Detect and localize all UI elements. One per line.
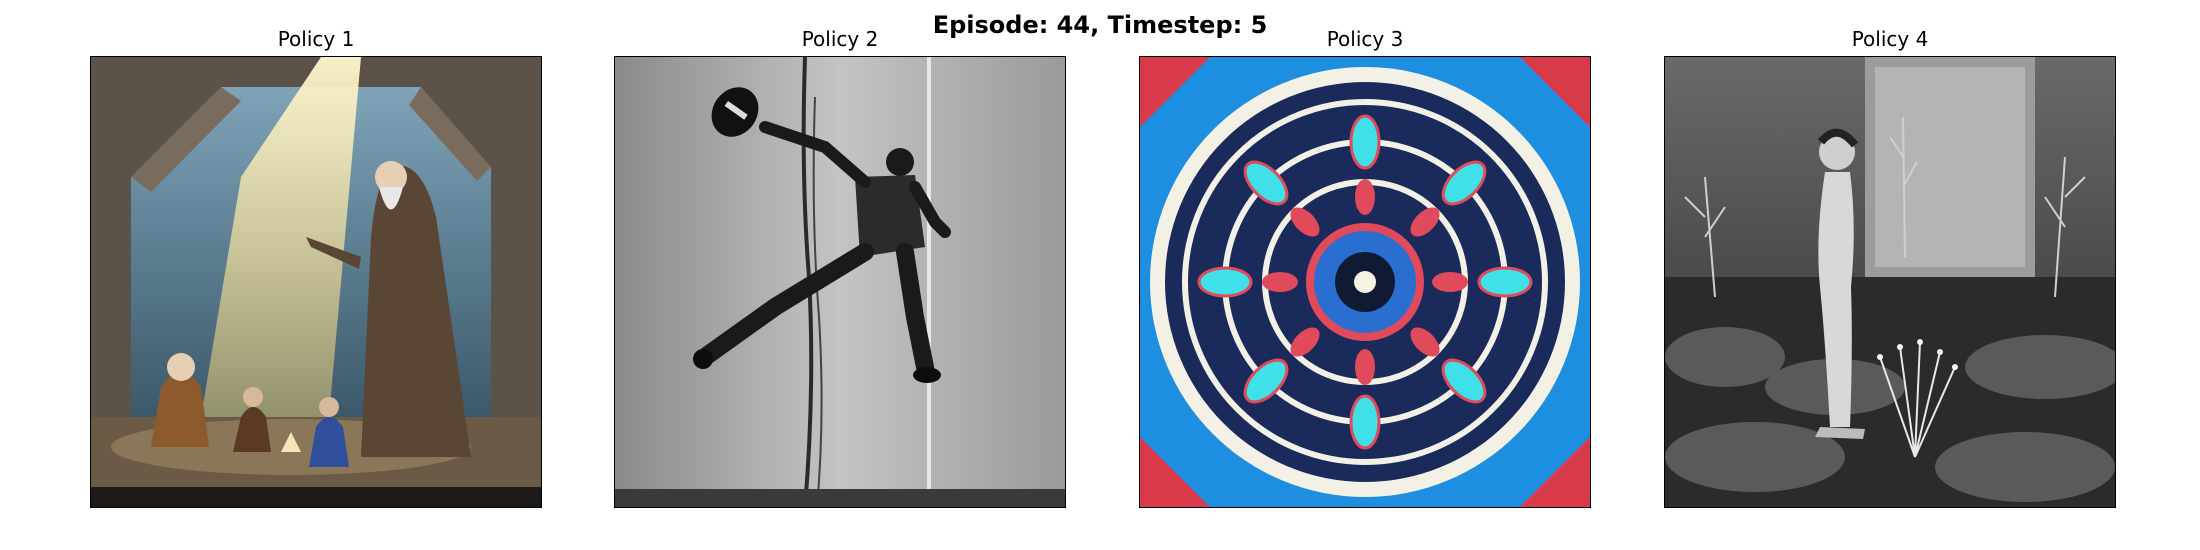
panel-policy-2	[614, 56, 1066, 508]
mandala-rose-window-image	[1140, 57, 1590, 507]
panel-title-policy-3: Policy 3	[1326, 27, 1404, 51]
panel-policy-3	[1139, 56, 1591, 508]
figure-suptitle: Episode: 44, Timestep: 5	[932, 11, 1268, 39]
wizard-light-beam-image	[91, 57, 541, 507]
panel-title-policy-4: Policy 4	[1851, 27, 1929, 51]
panel-policy-4	[1664, 56, 2116, 508]
panel-title-policy-2: Policy 2	[801, 27, 879, 51]
garden-figure-photo-image	[1665, 57, 2115, 507]
pole-climber-image	[615, 57, 1065, 507]
panel-policy-1	[90, 56, 542, 508]
panel-title-policy-1: Policy 1	[277, 27, 355, 51]
